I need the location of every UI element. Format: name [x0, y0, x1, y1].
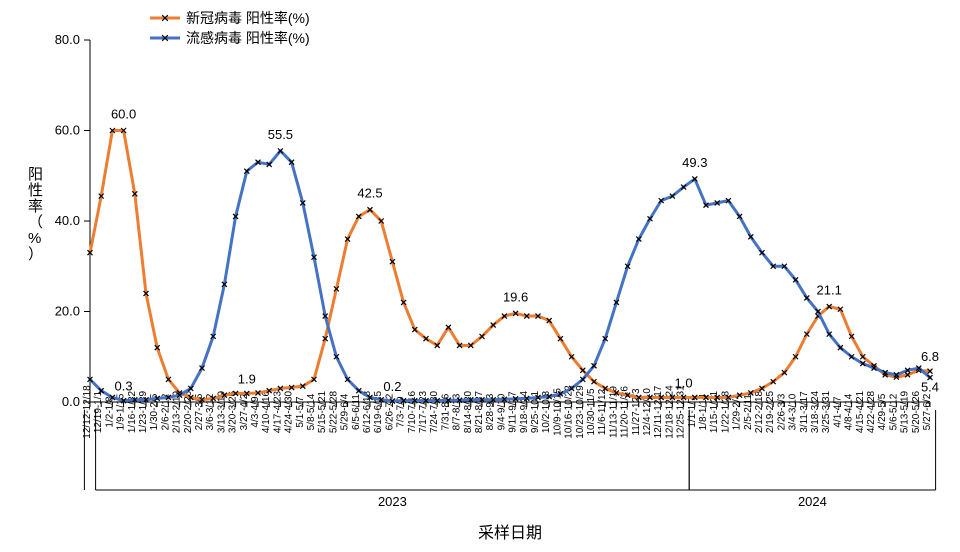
x-tick-label: 4/10-4/16	[261, 390, 272, 433]
y-tick-label: 20.0	[55, 304, 80, 319]
y-axis-title: 阳	[28, 166, 43, 183]
y-axis-title: %	[28, 230, 41, 247]
x-tick-label: 12/18-12/24	[664, 385, 675, 439]
line-chart: 0.020.040.060.080.012/12-12/1812/19-1/11…	[0, 0, 960, 552]
annotation: 19.6	[503, 289, 528, 304]
y-tick-label: 0.0	[62, 394, 80, 409]
series-line-0	[90, 131, 930, 400]
annotation: 21.1	[817, 283, 842, 298]
x-tick-label: 1/29-2/4	[732, 393, 743, 430]
x-tick-label: 4/8-4/14	[844, 393, 855, 430]
x-tick-label: 12/11-12/17	[653, 385, 664, 438]
x-axis-title: 采样日期	[478, 524, 542, 542]
annotation: 0.2	[383, 379, 401, 394]
x-tick-label: 4/1-4/7	[832, 396, 843, 428]
x-tick-label: 2/26-3/3	[776, 393, 787, 430]
x-tick-label: 12/19-1/1	[93, 390, 104, 433]
x-tick-label: 4/22-4/28	[866, 390, 877, 433]
x-tick-label: 3/20-3/26	[228, 390, 239, 433]
x-tick-label: 8/21-8/27	[474, 390, 485, 433]
legend-label: 流感病毒 阳性率(%)	[186, 30, 310, 46]
annotation: 55.5	[268, 127, 293, 142]
x-tick-label: 1/23-1/29	[138, 390, 149, 433]
x-tick-label: 12/12-12/18	[82, 385, 93, 439]
chart-container: 0.020.040.060.080.012/12-12/1812/19-1/11…	[0, 0, 960, 552]
x-tick-label: 3/18-3/24	[810, 390, 821, 433]
x-tick-label: 5/27-6/2	[922, 393, 933, 430]
x-tick-label: 8/14-8/20	[463, 390, 474, 433]
year-label: 2024	[798, 494, 827, 509]
x-tick-label: 1/2-1/8	[104, 396, 115, 428]
x-tick-label: 6/19-6/25	[373, 390, 384, 433]
y-axis-title: （	[28, 214, 43, 231]
x-tick-label: 5/8-5/14	[306, 393, 317, 430]
y-axis-title: ）	[28, 246, 43, 263]
annotation: 60.0	[111, 107, 136, 122]
x-tick-label: 1/16-1/22	[127, 390, 138, 433]
x-tick-label: 4/3-4/9	[250, 396, 261, 428]
x-tick-label: 1/1-1/7	[687, 396, 698, 428]
annotation: 5.4	[921, 380, 939, 395]
x-tick-label: 12/4-12/10	[642, 388, 653, 436]
x-tick-label: 5/13-5/19	[900, 390, 911, 433]
x-tick-label: 7/17-7/23	[418, 390, 429, 433]
x-tick-label: 4/24-4/30	[284, 390, 295, 433]
y-tick-label: 40.0	[55, 213, 80, 228]
x-tick-label: 5/20-5/26	[911, 390, 922, 433]
x-tick-label: 10/23-10/29	[575, 385, 586, 439]
x-tick-label: 5/22-5/28	[328, 390, 339, 433]
series-line-1	[90, 151, 930, 401]
year-label: 2023	[378, 494, 407, 509]
x-tick-label: 3/11-3/17	[799, 391, 810, 433]
x-tick-label: 5/1-5/7	[295, 396, 306, 428]
x-tick-label: 3/4-3/10	[788, 393, 799, 430]
annotation: 42.5	[357, 186, 382, 201]
legend-label: 新冠病毒 阳性率(%)	[186, 10, 310, 26]
annotation: 0.3	[115, 379, 133, 394]
x-tick-label: 2/12-2/18	[754, 390, 765, 433]
y-axis-title: 性	[28, 182, 43, 199]
x-tick-label: 2/19-2/25	[765, 390, 776, 433]
x-tick-label: 3/27-4/2	[239, 393, 250, 430]
x-tick-label: 2/5-2/11	[743, 394, 754, 430]
y-tick-label: 80.0	[55, 32, 80, 47]
annotation: 1.0	[675, 375, 693, 390]
x-tick-label: 10/30-11/5	[586, 388, 597, 436]
x-tick-label: 3/25-3/31	[821, 390, 832, 433]
x-tick-label: 12/25-12/31	[676, 385, 687, 439]
y-tick-label: 60.0	[55, 123, 80, 138]
x-tick-label: 5/6-5/12	[888, 393, 899, 430]
x-tick-label: 5/15-5/21	[317, 390, 328, 433]
x-tick-label: 4/17-4/23	[272, 390, 283, 433]
annotation: 1.9	[238, 371, 256, 386]
annotation: 6.8	[921, 349, 939, 364]
x-tick-label: 6/5-6/11	[351, 394, 362, 430]
x-tick-label: 7/10-7/16	[407, 390, 418, 433]
x-tick-label: 4/15-4/21	[855, 390, 866, 433]
x-tick-label: 4/29-5/5	[877, 393, 888, 430]
x-tick-label: 11/6-11/12	[597, 388, 608, 435]
annotation: 49.3	[682, 155, 707, 170]
x-tick-label: 7/24-7/30	[429, 390, 440, 433]
x-tick-label: 5/29-6/4	[340, 393, 351, 430]
y-axis-title: 率	[28, 198, 43, 215]
